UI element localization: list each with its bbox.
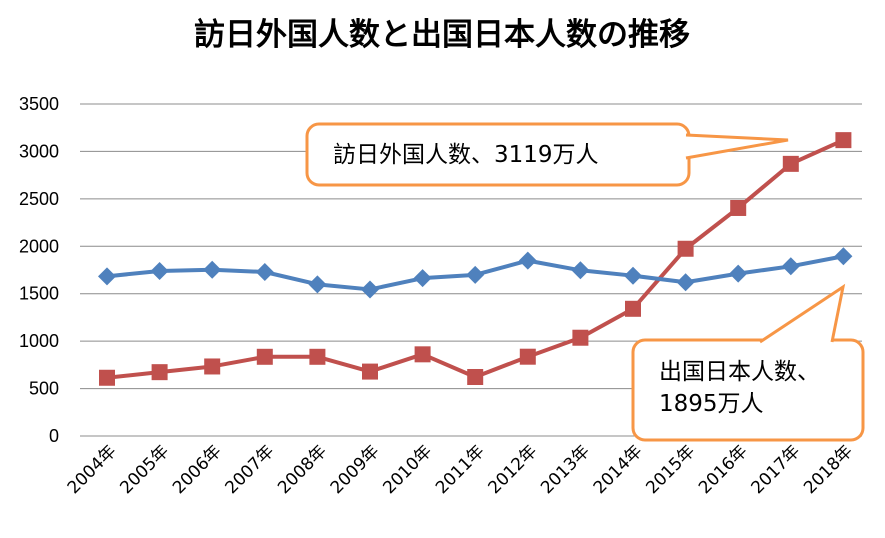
data-point-departures: [308, 275, 327, 294]
data-point-visitors: [677, 240, 694, 257]
x-tick-label: 2012年: [485, 441, 542, 498]
chart-title: 訪日外国人数と出国日本人数の推移: [194, 17, 690, 53]
data-point-visitors: [730, 199, 747, 216]
callout-visitors: 訪日外国人数、3119万人: [305, 122, 789, 187]
data-point-visitors: [362, 363, 378, 380]
callout-tail: [759, 283, 846, 344]
y-tick-label: 500: [29, 379, 59, 399]
callout-label: 出国日本人数、: [659, 359, 820, 385]
x-tick-label: 2014年: [590, 441, 647, 498]
y-tick-label: 2500: [19, 189, 59, 209]
data-point-departures: [729, 264, 748, 283]
y-tick-label: 1500: [19, 284, 59, 304]
x-tick-label: 2015年: [642, 441, 699, 498]
data-point-departures: [203, 260, 222, 279]
data-point-visitors: [519, 348, 536, 365]
data-point-departures: [361, 280, 379, 299]
y-tick-label: 2000: [19, 236, 59, 256]
callout-box: [631, 338, 865, 442]
y-axis-ticks: 0 500 1000 1500 2000 2500 3000 3500: [19, 94, 59, 446]
y-tick-label: 3500: [19, 94, 59, 114]
y-tick-label: 0: [49, 426, 59, 446]
data-point-visitors: [625, 300, 641, 317]
gridlines: [80, 103, 862, 437]
callout-tail: [685, 133, 789, 160]
x-tick-label: 2005年: [116, 441, 173, 498]
x-tick-label: 2007年: [222, 441, 279, 498]
x-tick-label: 2013年: [537, 441, 594, 498]
data-point-departures: [781, 257, 800, 276]
series-group: [98, 132, 853, 386]
data-point-departures: [571, 261, 590, 280]
series-departures: [98, 247, 853, 299]
data-point-departures: [98, 267, 116, 286]
y-tick-label: 1000: [19, 331, 59, 351]
data-point-visitors: [782, 155, 799, 172]
data-point-departures: [834, 247, 853, 266]
data-point-departures: [413, 269, 432, 288]
y-tick-label: 3000: [19, 141, 59, 161]
x-tick-label: 2018年: [800, 441, 857, 498]
x-tick-label: 2009年: [327, 441, 384, 498]
data-point-visitors: [414, 346, 431, 363]
data-point-departures: [518, 251, 537, 270]
callout-departures: 出国日本人数、 1895万人: [631, 283, 865, 442]
callout-label: 訪日外国人数、3119万人: [333, 142, 599, 168]
data-point-departures: [624, 266, 642, 285]
data-point-visitors: [309, 348, 326, 365]
x-tick-label: 2008年: [274, 441, 331, 498]
data-point-visitors: [572, 329, 589, 346]
x-tick-label: 2006年: [169, 441, 226, 498]
x-tick-label: 2011年: [432, 441, 489, 498]
data-point-departures: [466, 265, 485, 284]
series-visitors: [99, 132, 852, 386]
data-point-visitors: [204, 358, 221, 375]
data-point-departures: [676, 273, 695, 292]
data-point-visitors: [151, 364, 168, 381]
x-tick-label: 2004年: [64, 441, 121, 498]
data-point-visitors: [467, 368, 484, 385]
x-axis-ticks: 2004年2005年2006年2007年2008年2009年2010年2011年…: [64, 441, 857, 498]
data-point-departures: [150, 261, 169, 280]
callout-label: 1895万人: [659, 391, 764, 417]
x-tick-label: 2010年: [379, 441, 436, 498]
x-tick-label: 2017年: [748, 441, 805, 498]
data-point-departures: [255, 262, 274, 281]
x-tick-label: 2016年: [695, 441, 752, 498]
data-point-visitors: [835, 132, 852, 149]
data-point-visitors: [99, 369, 115, 386]
data-point-visitors: [256, 348, 273, 365]
